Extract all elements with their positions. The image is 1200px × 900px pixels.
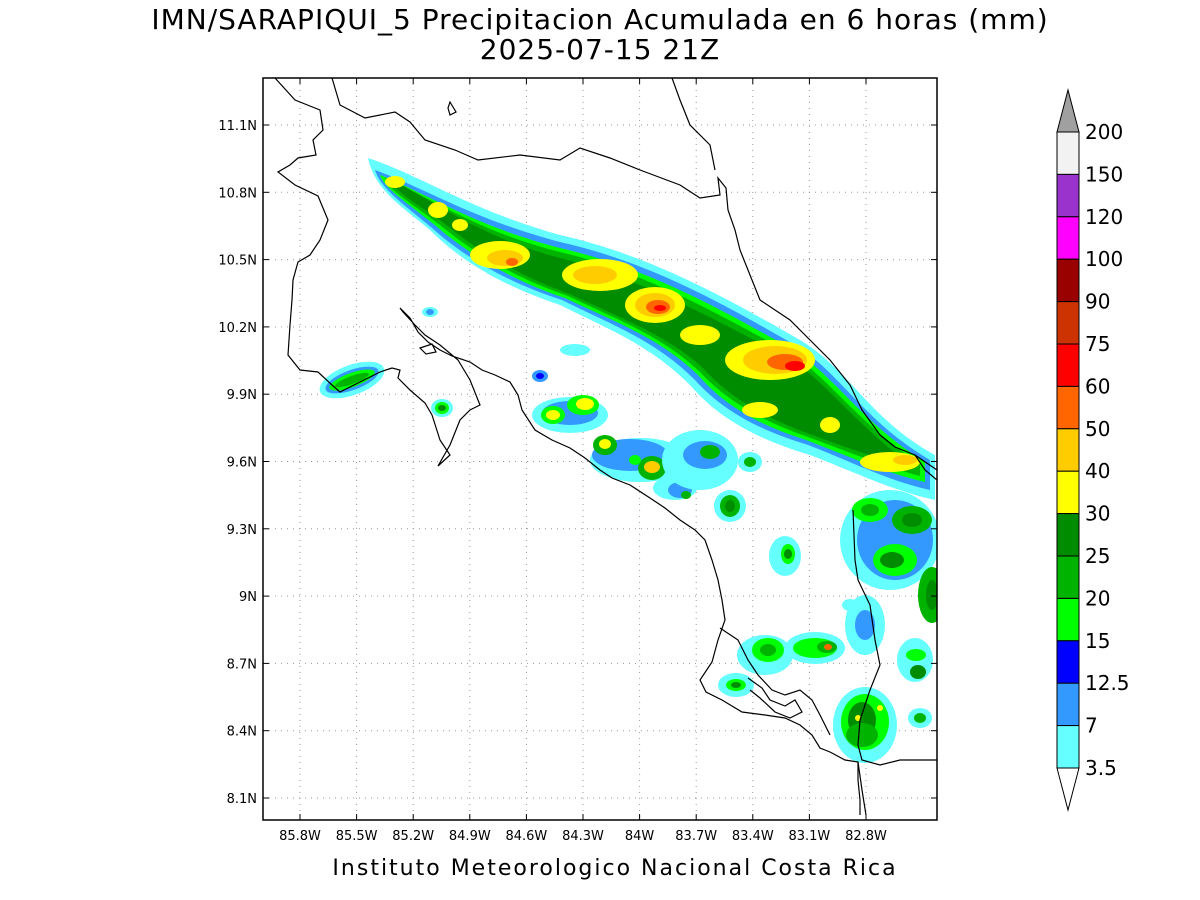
y-tick-label: 9.6N (227, 456, 257, 471)
nicoya-island (418, 343, 437, 355)
colorbar-label: 30 (1085, 502, 1110, 526)
x-tick-label: 83.7W (675, 829, 717, 844)
colorbar-swatch (1056, 131, 1080, 175)
x-tick-label: 85.2W (392, 829, 434, 844)
y-tick-label: 9N (239, 590, 257, 605)
rain-patch-nicoya (319, 307, 453, 417)
y-tick-label: 9.3N (227, 523, 257, 538)
rain-cells-south (718, 599, 897, 763)
rain-cells-east (840, 490, 937, 728)
colorbar-swatch (1056, 725, 1080, 769)
colorbar-label: 100 (1085, 247, 1123, 271)
colorbar-swatch (1056, 258, 1080, 303)
colorbar-swatch (1056, 597, 1080, 642)
credit-text: Instituto Meteorologico Nacional Costa R… (332, 856, 898, 881)
colorbar-label: 200 (1085, 120, 1123, 144)
colorbar-label: 150 (1085, 162, 1123, 186)
x-tick-label: 83.4W (732, 829, 774, 844)
colorbar-label: 120 (1085, 205, 1123, 229)
x-tick-label: 84.6W (505, 829, 547, 844)
burica (857, 761, 867, 816)
x-tick-label: 84.3W (562, 829, 604, 844)
y-tick-label: 11.1N (218, 119, 257, 134)
y-tick-label: 10.5N (218, 254, 257, 269)
colorbar-label: 7 (1085, 714, 1098, 738)
colorbar-label: 25 (1085, 544, 1110, 568)
colorbar-swatch (1056, 173, 1080, 218)
precipitation-field (319, 158, 937, 763)
colorbar-label: 60 (1085, 374, 1110, 398)
golfo-dulce (747, 677, 803, 719)
colorbar-swatch (1056, 216, 1080, 260)
colorbar-label: 3.5 (1085, 756, 1117, 780)
colorbar-bottom-arrow (1056, 767, 1080, 812)
coastlines (274, 78, 937, 816)
colorbar-swatch (1056, 301, 1080, 345)
plot-frame (262, 77, 938, 821)
x-tick-label: 85.8W (279, 829, 321, 844)
rain-cells-central (532, 344, 801, 576)
colorbar-swatch (1056, 385, 1080, 430)
colorbar-label: 50 (1085, 417, 1110, 441)
y-tick-label: 10.8N (218, 186, 257, 201)
colorbar-top-arrow (1056, 88, 1080, 133)
nicaragua-north-shore (331, 78, 937, 471)
nicaragua-east-coast (671, 78, 716, 171)
x-tick-label: 83.1W (788, 829, 830, 844)
colorbar-swatch (1056, 682, 1080, 727)
colorbar-label: 12.5 (1085, 671, 1130, 695)
nicaragua-lake-shore (274, 78, 393, 393)
colorbar-swatch (1056, 555, 1080, 599)
nicoya-gulf-coast (391, 307, 861, 815)
colorbar-swatch (1056, 640, 1080, 684)
y-tick-label: 8.1N (227, 792, 257, 807)
colorbar-label: 90 (1085, 290, 1110, 314)
colorbar: 200 150 120 100 90 75 60 50 40 30 25 20 15 12.5 7 3.5 (1056, 88, 1130, 812)
colorbar-swatch (1056, 428, 1080, 472)
y-tick-label: 9.9N (227, 388, 257, 403)
x-tick-label: 84.9W (449, 829, 491, 844)
rain-band-north (368, 158, 935, 500)
colorbar-swatch (1056, 513, 1080, 557)
map-datetime: 2025-07-15 21Z (479, 33, 721, 66)
colorbar-label: 40 (1085, 459, 1110, 483)
panama-border (852, 509, 937, 766)
osa (719, 627, 831, 736)
x-axis: 85.8W 85.5W 85.2W 84.9W 84.6W 84.3W 84W 83.7W 83… (279, 78, 887, 844)
y-tick-label: 8.4N (227, 725, 257, 740)
panama-caribbean (914, 454, 937, 481)
map-title: IMN/SARAPIQUI_5 Precipitacion Acumulada … (151, 3, 1049, 36)
gridlines (263, 78, 937, 820)
colorbar-label: 20 (1085, 586, 1110, 610)
lake-island (447, 100, 457, 116)
x-tick-label: 82.8W (845, 829, 887, 844)
y-tick-label: 10.2N (218, 321, 257, 336)
y-axis: 11.1N 10.8N 10.5N 10.2N 9.9N 9.6N 9.3N 9N 8.7N 8.… (218, 119, 937, 807)
x-tick-label: 84W (625, 829, 655, 844)
colorbar-swatch (1056, 343, 1080, 387)
x-tick-label: 85.5W (336, 829, 378, 844)
colorbar-swatch (1056, 470, 1080, 515)
colorbar-label: 15 (1085, 629, 1110, 653)
y-tick-label: 8.7N (227, 657, 257, 672)
colorbar-label: 75 (1085, 332, 1110, 356)
